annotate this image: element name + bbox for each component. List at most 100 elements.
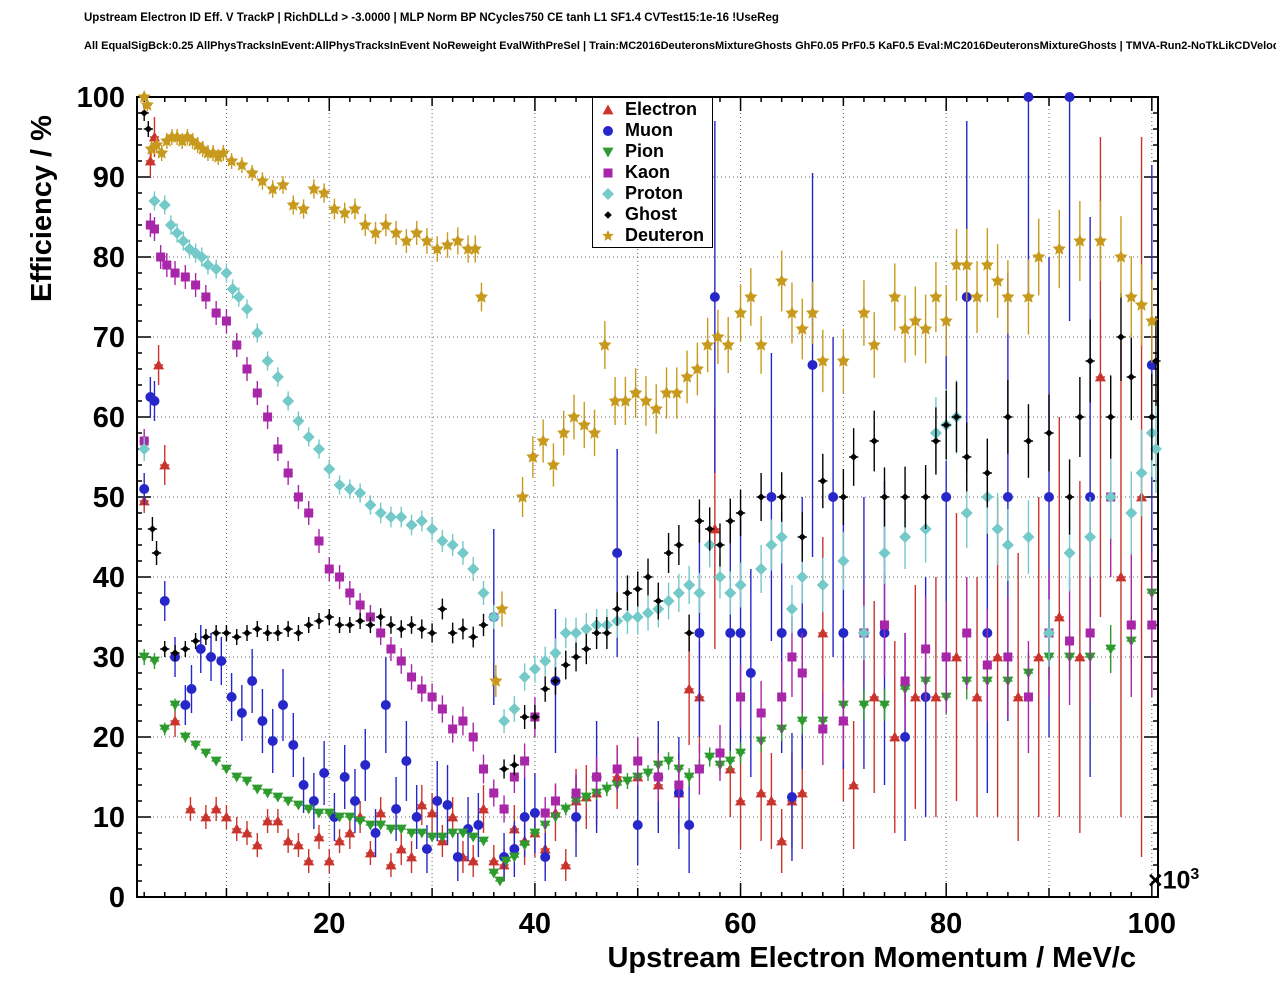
data-point — [469, 633, 478, 641]
data-point — [307, 182, 321, 195]
data-point — [159, 596, 170, 606]
data-point — [180, 700, 191, 710]
data-point — [317, 186, 331, 199]
data-point — [179, 732, 191, 743]
data-point — [603, 629, 611, 637]
data-point — [335, 621, 344, 629]
data-point — [879, 620, 889, 630]
data-point — [436, 535, 449, 547]
data-point — [716, 541, 724, 549]
data-point — [374, 507, 387, 519]
data-point — [380, 700, 391, 710]
data-point — [488, 855, 500, 866]
data-point — [888, 290, 902, 303]
data-point — [970, 290, 984, 303]
data-point — [195, 251, 208, 263]
data-point — [247, 676, 258, 686]
data-point — [765, 795, 777, 806]
data-point — [982, 660, 992, 670]
axis-ticks — [137, 96, 1158, 898]
proton-marker-icon — [602, 187, 614, 200]
data-point — [1023, 692, 1033, 702]
data-point — [170, 268, 180, 278]
data-point — [540, 808, 550, 818]
data-point — [836, 354, 850, 367]
data-point — [345, 588, 355, 598]
data-point — [139, 484, 150, 494]
data-point — [649, 402, 663, 415]
electron-marker-icon — [602, 104, 614, 114]
data-point — [819, 477, 827, 485]
data-point — [327, 202, 342, 215]
deuteron-marker-icon — [602, 229, 614, 241]
data-point — [709, 292, 720, 302]
x-tick-label: 100 — [1128, 908, 1176, 940]
data-point — [1084, 531, 1097, 543]
x-axis-multiplier: ×103 — [1148, 866, 1200, 895]
data-point — [633, 585, 642, 593]
data-point — [838, 628, 849, 638]
x-axis-title: Upstream Electron Momentum / MeV/c — [607, 942, 1136, 974]
data-point — [849, 453, 858, 461]
data-point — [175, 134, 189, 147]
data-point — [456, 547, 469, 559]
data-point — [1105, 644, 1117, 655]
data-point — [582, 645, 591, 653]
data-point — [200, 748, 212, 759]
data-point — [160, 645, 169, 653]
data-point — [467, 855, 479, 866]
data-point — [171, 649, 179, 657]
data-point — [518, 671, 531, 683]
data-point — [857, 306, 871, 319]
data-point — [344, 827, 356, 838]
data-point — [164, 219, 177, 231]
data-point — [231, 772, 243, 783]
data-point — [870, 437, 879, 445]
data-point — [349, 796, 360, 806]
data-point — [520, 713, 529, 721]
data-point — [1004, 413, 1012, 421]
data-point — [405, 519, 418, 531]
data-point — [190, 740, 202, 751]
data-point — [385, 824, 397, 835]
data-point — [323, 463, 336, 475]
data-point — [323, 808, 335, 819]
data-point — [519, 840, 531, 851]
series-proton — [138, 191, 1162, 733]
data-point — [370, 828, 381, 838]
data-point — [385, 859, 397, 870]
data-point — [335, 572, 345, 582]
x-tick-label: 80 — [930, 908, 962, 940]
data-point — [415, 515, 428, 527]
data-point — [1115, 571, 1127, 582]
data-point — [447, 828, 459, 839]
y-tick-label: 50 — [93, 482, 125, 514]
data-point — [949, 258, 964, 271]
data-point — [1145, 314, 1159, 327]
data-point — [857, 627, 870, 639]
data-point — [283, 468, 293, 478]
legend-label: Pion — [625, 141, 664, 161]
data-point — [1093, 234, 1108, 247]
data-point — [171, 227, 184, 239]
data-point — [690, 362, 704, 375]
data-point — [467, 563, 480, 575]
data-point — [395, 824, 407, 835]
data-point — [224, 154, 239, 167]
data-point — [633, 756, 643, 766]
data-point — [654, 597, 663, 605]
data-point — [315, 617, 323, 625]
data-point — [391, 804, 402, 814]
data-point — [560, 804, 572, 815]
data-point — [901, 493, 909, 501]
data-point — [448, 629, 457, 637]
legend-item-kaon: Kaon — [596, 162, 704, 183]
muon-marker-icon — [603, 125, 613, 136]
data-point — [426, 832, 438, 843]
data-point — [942, 421, 950, 429]
data-point — [695, 517, 704, 525]
data-point — [376, 613, 385, 621]
data-point — [787, 652, 797, 662]
data-point — [210, 756, 222, 767]
data-point — [797, 668, 807, 678]
